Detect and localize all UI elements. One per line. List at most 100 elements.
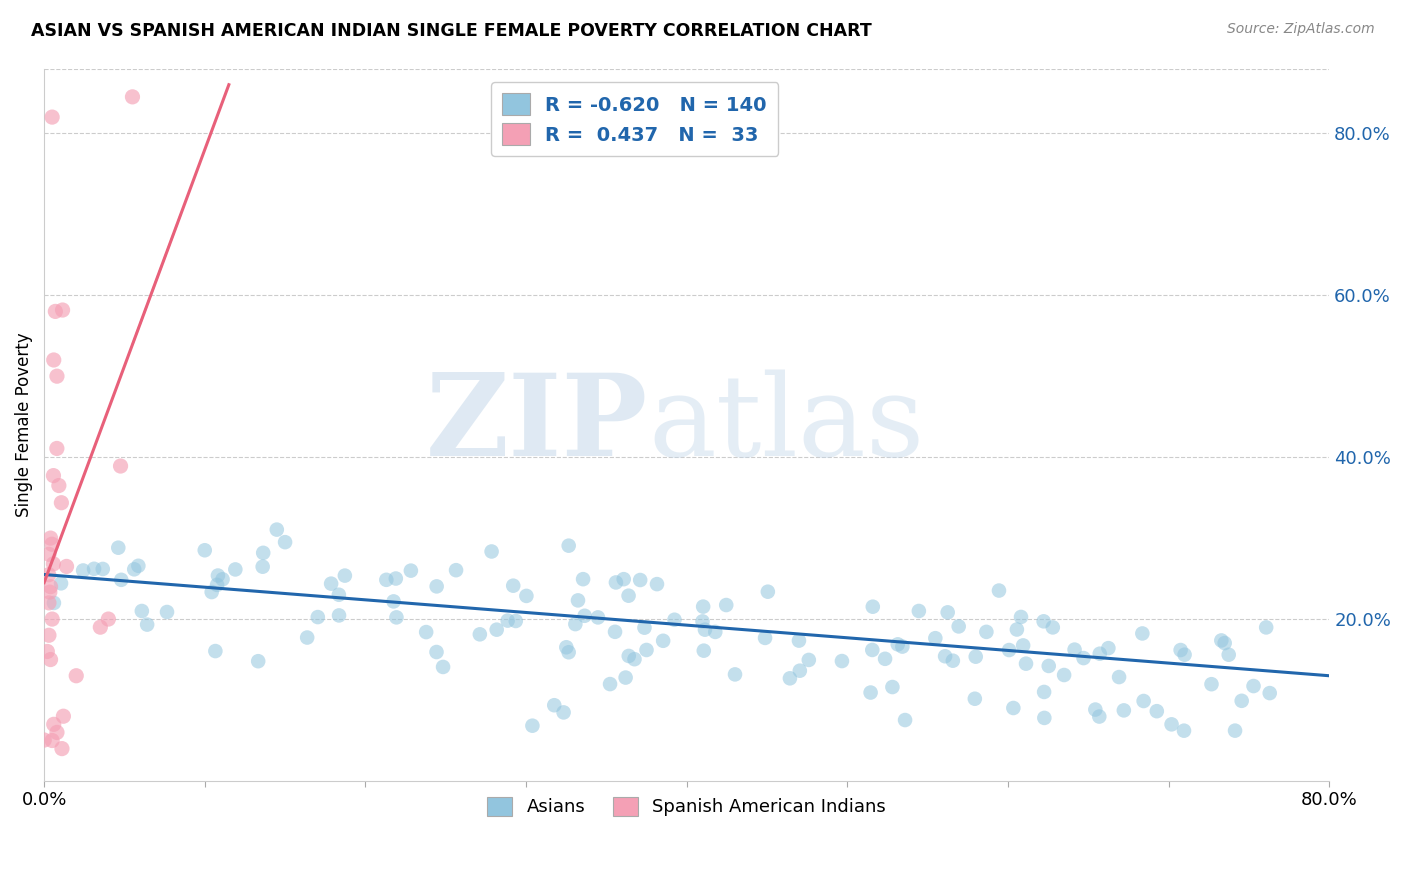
- Point: [605, 575, 627, 590]
- Point: [756, 584, 779, 599]
- Point: [426, 579, 449, 593]
- Point: [716, 598, 738, 612]
- Point: [887, 637, 910, 651]
- Point: [617, 589, 640, 603]
- Point: [46, 725, 69, 739]
- Point: [51, 741, 73, 756]
- Point: [72, 564, 94, 578]
- Point: [894, 713, 917, 727]
- Point: [1132, 694, 1154, 708]
- Point: [936, 605, 959, 619]
- Point: [41, 537, 63, 551]
- Point: [39, 580, 62, 594]
- Point: [860, 643, 883, 657]
- Point: [797, 653, 820, 667]
- Point: [1174, 648, 1197, 662]
- Point: [1230, 694, 1253, 708]
- Point: [38, 567, 60, 582]
- Point: [859, 685, 882, 699]
- Point: [211, 572, 233, 586]
- Point: [1053, 668, 1076, 682]
- Point: [37, 644, 59, 658]
- Point: [787, 633, 810, 648]
- Point: [633, 621, 655, 635]
- Point: [399, 564, 422, 578]
- Point: [963, 691, 986, 706]
- Point: [1073, 651, 1095, 665]
- Point: [481, 544, 503, 558]
- Point: [415, 625, 437, 640]
- Point: [1088, 647, 1111, 661]
- Point: [1112, 703, 1135, 717]
- Point: [55, 559, 77, 574]
- Point: [1042, 620, 1064, 634]
- Point: [873, 652, 896, 666]
- Point: [934, 649, 956, 664]
- Point: [49, 576, 72, 591]
- Point: [692, 615, 714, 629]
- Point: [664, 613, 686, 627]
- Point: [1146, 704, 1168, 718]
- Point: [42, 557, 65, 571]
- Point: [38, 596, 60, 610]
- Point: [42, 717, 65, 731]
- Point: [572, 572, 595, 586]
- Point: [1213, 636, 1236, 650]
- Point: [1038, 659, 1060, 673]
- Point: [207, 568, 229, 582]
- Point: [131, 604, 153, 618]
- Point: [32, 733, 55, 747]
- Point: [515, 589, 537, 603]
- Point: [1258, 686, 1281, 700]
- Point: [1015, 657, 1038, 671]
- Point: [252, 546, 274, 560]
- Point: [1033, 711, 1056, 725]
- Point: [224, 562, 246, 576]
- Point: [201, 585, 224, 599]
- Legend: Asians, Spanish American Indians: Asians, Spanish American Indians: [478, 788, 896, 825]
- Point: [89, 620, 111, 634]
- Point: [924, 631, 946, 645]
- Point: [321, 576, 343, 591]
- Point: [307, 610, 329, 624]
- Point: [432, 660, 454, 674]
- Point: [444, 563, 467, 577]
- Point: [557, 539, 579, 553]
- Point: [38, 547, 60, 561]
- Point: [375, 573, 398, 587]
- Point: [1130, 626, 1153, 640]
- Point: [156, 605, 179, 619]
- Point: [617, 648, 640, 663]
- Point: [51, 496, 73, 510]
- Point: [485, 623, 508, 637]
- Point: [204, 644, 226, 658]
- Point: [891, 640, 914, 654]
- Point: [39, 531, 62, 545]
- Point: [39, 652, 62, 666]
- Point: [831, 654, 853, 668]
- Point: [724, 667, 747, 681]
- Point: [704, 624, 727, 639]
- Point: [425, 645, 447, 659]
- Point: [46, 369, 69, 384]
- Point: [496, 614, 519, 628]
- Point: [1256, 620, 1278, 634]
- Point: [1108, 670, 1130, 684]
- Point: [41, 733, 63, 747]
- Point: [205, 578, 228, 592]
- Point: [1160, 717, 1182, 731]
- Point: [136, 617, 159, 632]
- Point: [988, 583, 1011, 598]
- Point: [194, 543, 217, 558]
- Point: [122, 562, 145, 576]
- Point: [1218, 648, 1240, 662]
- Point: [965, 649, 987, 664]
- Point: [91, 562, 114, 576]
- Point: [1032, 615, 1054, 629]
- Point: [121, 90, 143, 104]
- Point: [948, 619, 970, 633]
- Point: [645, 577, 668, 591]
- Point: [1088, 709, 1111, 723]
- Point: [48, 478, 70, 492]
- Point: [1084, 702, 1107, 716]
